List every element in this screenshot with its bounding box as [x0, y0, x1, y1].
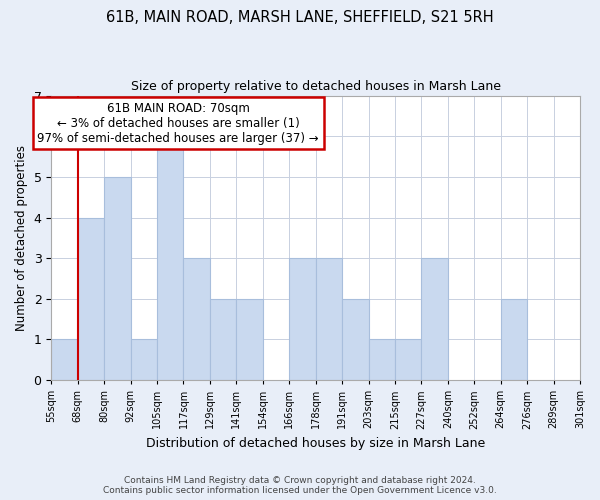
- Bar: [395, 340, 421, 380]
- Bar: [236, 299, 263, 380]
- Bar: [51, 340, 78, 380]
- Text: 61B, MAIN ROAD, MARSH LANE, SHEFFIELD, S21 5RH: 61B, MAIN ROAD, MARSH LANE, SHEFFIELD, S…: [106, 10, 494, 25]
- Bar: [157, 136, 184, 380]
- Text: 61B MAIN ROAD: 70sqm
← 3% of detached houses are smaller (1)
97% of semi-detache: 61B MAIN ROAD: 70sqm ← 3% of detached ho…: [37, 102, 319, 144]
- Bar: [131, 340, 157, 380]
- Bar: [342, 299, 368, 380]
- X-axis label: Distribution of detached houses by size in Marsh Lane: Distribution of detached houses by size …: [146, 437, 485, 450]
- Bar: [368, 340, 395, 380]
- Bar: [210, 299, 236, 380]
- Bar: [184, 258, 210, 380]
- Y-axis label: Number of detached properties: Number of detached properties: [15, 145, 28, 331]
- Title: Size of property relative to detached houses in Marsh Lane: Size of property relative to detached ho…: [131, 80, 500, 93]
- Text: Contains HM Land Registry data © Crown copyright and database right 2024.
Contai: Contains HM Land Registry data © Crown c…: [103, 476, 497, 495]
- Bar: [500, 299, 527, 380]
- Bar: [104, 177, 131, 380]
- Bar: [78, 218, 104, 380]
- Bar: [289, 258, 316, 380]
- Bar: [316, 258, 342, 380]
- Bar: [421, 258, 448, 380]
